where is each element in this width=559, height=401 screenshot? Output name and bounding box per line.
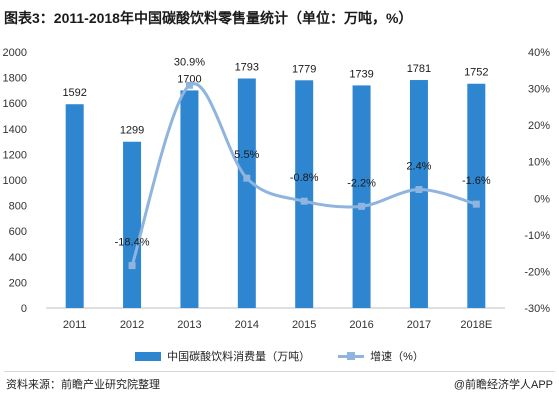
y-left-tick-label: 400	[9, 252, 27, 264]
y-left-tick-label: 600	[9, 226, 27, 238]
bar[interactable]	[467, 83, 486, 308]
bar[interactable]	[123, 141, 142, 308]
x-tick-label: 2012	[120, 319, 144, 331]
growth-value-label: -0.8%	[290, 172, 319, 184]
x-tick-label: 2014	[235, 319, 259, 331]
y-right-tick-label: 10%	[528, 157, 550, 169]
bar-value-label: 1781	[407, 63, 431, 75]
legend: 中国碳酸饮料消费量（万吨） 增速（%）	[0, 348, 559, 364]
y-left-tick-label: 2000	[3, 47, 27, 59]
chart-title: 图表3：2011-2018年中国碳酸饮料零售量统计（单位：万吨，%）	[4, 10, 413, 26]
legend-bar-swatch	[135, 351, 162, 361]
bar[interactable]	[352, 85, 371, 309]
growth-point[interactable]	[185, 81, 193, 89]
bar[interactable]	[180, 90, 199, 309]
growth-point[interactable]	[472, 200, 480, 208]
bar-value-label: 1793	[235, 61, 259, 73]
x-tick-label: 2013	[177, 319, 201, 331]
y-left-tick-label: 1000	[3, 175, 27, 187]
y-left-tick-label: 1800	[3, 73, 27, 85]
bar-value-label: 1752	[464, 67, 488, 79]
bar-value-label: 1739	[349, 68, 373, 80]
growth-value-label: 30.9%	[174, 56, 205, 68]
growth-line	[128, 81, 480, 270]
bars	[65, 78, 486, 309]
growth-labels: -18.4% 30.9% 5.5% -0.8% -2.2% 2.4% -1.6%	[115, 56, 491, 248]
bar[interactable]	[237, 78, 256, 308]
y-right-tick-label: -30%	[524, 303, 550, 315]
x-tick-label: 2016	[349, 319, 373, 331]
legend-label-consumption: 中国碳酸饮料消费量（万吨）	[167, 351, 311, 363]
axes: 0 200 400 600 800 1000 1200 1400 1600 1800 2000 -30…	[3, 47, 551, 331]
footer-brand: @前瞻经济学人APP	[453, 379, 553, 391]
growth-point[interactable]	[415, 186, 423, 194]
growth-point[interactable]	[300, 197, 308, 205]
x-tick-label: 2018E	[460, 319, 492, 331]
growth-value-label: -18.4%	[115, 237, 150, 249]
bar[interactable]	[409, 80, 428, 308]
y-right-tick-label: 30%	[528, 84, 550, 96]
x-tick-label: 2011	[63, 319, 87, 331]
bar-value-label: 1592	[62, 87, 86, 99]
y-left-tick-label: 0	[21, 303, 27, 315]
growth-value-label: 2.4%	[406, 161, 431, 173]
y-left-tick-label: 800	[9, 201, 27, 213]
legend-label-growth: 增速（%）	[370, 351, 424, 363]
growth-point[interactable]	[358, 202, 366, 210]
footer-source: 资料来源：前瞻产业研究院整理	[6, 379, 160, 391]
y-right-tick-label: 20%	[528, 120, 550, 132]
growth-value-label: -1.6%	[462, 175, 491, 187]
y-right-tick-label: 0%	[534, 193, 550, 205]
y-left-tick-label: 1200	[3, 149, 27, 161]
y-left-tick-label: 1400	[3, 124, 27, 136]
bar-value-label: 1779	[292, 63, 316, 75]
bar[interactable]	[65, 104, 84, 308]
y-right-tick-label: -20%	[524, 266, 550, 278]
legend-item-growth[interactable]: 增速（%）	[338, 348, 424, 364]
growth-point[interactable]	[128, 262, 136, 270]
bar-value-label: 1299	[120, 125, 144, 137]
growth-point[interactable]	[243, 174, 251, 182]
x-tick-label: 2017	[407, 319, 431, 331]
x-tick-label: 2015	[292, 319, 316, 331]
legend-item-consumption[interactable]: 中国碳酸饮料消费量（万吨）	[135, 348, 310, 364]
footer-divider	[4, 371, 555, 372]
y-left-tick-label: 1600	[3, 98, 27, 110]
growth-line-path	[130, 82, 477, 267]
y-left-tick-label: 200	[9, 277, 27, 289]
growth-value-label: 5.5%	[234, 149, 259, 161]
y-right-tick-label: -10%	[524, 230, 550, 242]
y-right-tick-label: 40%	[528, 47, 550, 59]
growth-value-label: -2.2%	[347, 177, 376, 189]
legend-line-swatch	[338, 351, 365, 361]
bar[interactable]	[295, 80, 314, 309]
